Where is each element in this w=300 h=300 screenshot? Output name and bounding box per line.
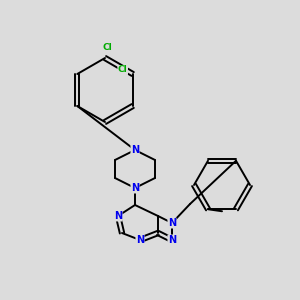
Text: N: N [136,235,144,245]
Text: N: N [168,218,176,228]
Text: N: N [114,211,122,221]
Text: Cl: Cl [118,65,128,74]
Text: N: N [131,145,139,155]
Text: N: N [168,235,176,245]
Text: N: N [131,183,139,193]
Text: Cl: Cl [102,44,112,52]
